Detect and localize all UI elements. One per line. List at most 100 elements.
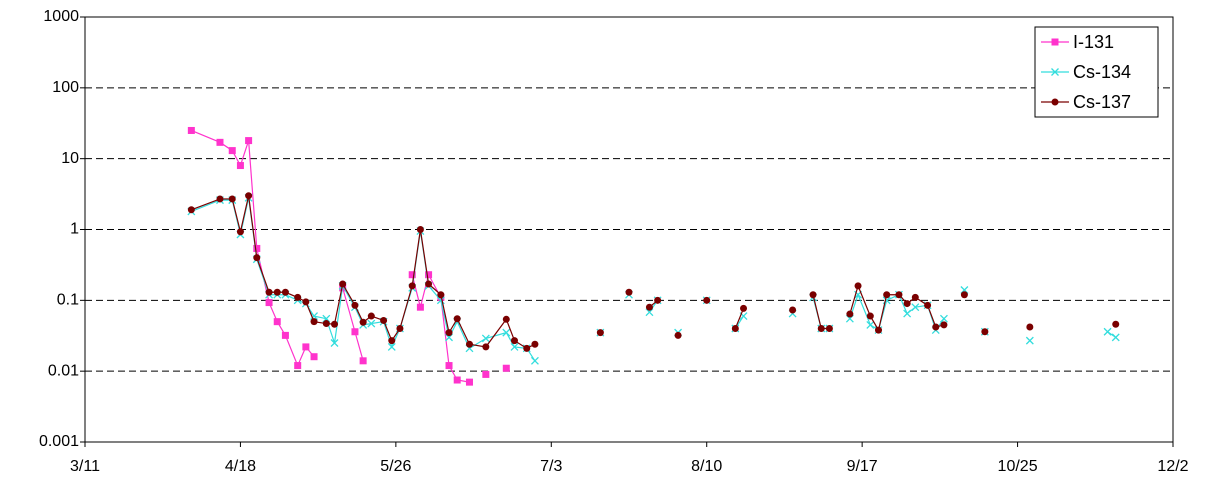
marker <box>187 206 195 214</box>
marker <box>339 280 347 288</box>
marker <box>924 301 932 309</box>
marker <box>940 321 948 329</box>
x-tick-label: 3/11 <box>70 458 100 475</box>
marker <box>731 325 739 333</box>
marker <box>253 244 261 252</box>
marker <box>465 378 473 386</box>
marker <box>359 357 367 365</box>
marker <box>330 339 339 347</box>
marker <box>236 228 244 236</box>
marker <box>465 340 473 348</box>
marker <box>245 137 253 145</box>
x-tick-label: 12/2 <box>1157 458 1188 475</box>
plot-frame <box>84 16 1174 443</box>
marker <box>625 288 633 296</box>
marker <box>228 195 236 203</box>
marker <box>359 318 367 326</box>
marker <box>425 280 433 288</box>
marker <box>846 310 854 318</box>
marker <box>265 299 273 307</box>
marker <box>523 344 531 352</box>
marker <box>854 282 862 290</box>
marker <box>530 356 539 365</box>
marker <box>502 315 510 323</box>
marker <box>645 303 653 311</box>
marker <box>596 329 604 337</box>
marker <box>1025 336 1034 345</box>
marker <box>228 147 236 155</box>
legend-label: Cs-134 <box>1073 62 1131 82</box>
marker <box>310 318 318 326</box>
marker <box>817 325 825 333</box>
marker <box>502 328 511 337</box>
marker <box>273 288 281 296</box>
marker <box>1103 327 1112 336</box>
marker <box>502 364 510 372</box>
marker <box>331 320 339 328</box>
marker <box>416 303 424 311</box>
marker <box>445 362 453 370</box>
x-tick-label: 10/25 <box>998 458 1038 475</box>
marker <box>789 306 797 314</box>
marker <box>351 328 359 336</box>
marker <box>1051 98 1059 106</box>
series-line <box>191 129 315 368</box>
marker <box>416 226 424 233</box>
y-tick-label: 0.001 <box>39 433 79 450</box>
marker <box>1026 323 1034 331</box>
marker <box>703 296 711 304</box>
marker <box>253 254 261 262</box>
marker <box>939 314 948 323</box>
marker <box>453 315 461 323</box>
marker <box>281 331 289 339</box>
marker <box>436 296 445 305</box>
marker <box>388 337 396 345</box>
marker <box>883 291 891 299</box>
series-line <box>734 308 745 329</box>
y-tick-label: 10 <box>61 150 79 167</box>
marker <box>294 362 302 370</box>
marker <box>674 331 682 339</box>
y-tick-label: 100 <box>52 79 79 96</box>
marker <box>408 282 416 290</box>
marker <box>322 320 330 328</box>
legend-label: I-131 <box>1073 32 1114 52</box>
marker <box>531 340 539 348</box>
marker <box>510 337 518 345</box>
marker <box>482 370 490 378</box>
marker <box>351 301 359 309</box>
marker <box>445 329 453 337</box>
marker <box>310 353 318 361</box>
marker <box>245 192 253 200</box>
marker <box>911 293 919 301</box>
y-tick-label: 0.1 <box>57 292 79 309</box>
y-tick-label: 1000 <box>43 8 79 25</box>
marker <box>302 343 310 351</box>
marker <box>310 312 319 321</box>
x-tick-label: 4/18 <box>225 458 256 475</box>
marker <box>425 271 433 279</box>
marker <box>740 304 748 312</box>
y-tick-label: 0.01 <box>48 362 79 379</box>
marker <box>302 298 310 306</box>
x-tick-label: 8/10 <box>691 458 722 475</box>
marker <box>645 308 654 317</box>
marker <box>875 326 883 334</box>
marker <box>367 312 375 320</box>
marker <box>903 300 911 308</box>
marker <box>216 195 224 203</box>
marker <box>654 296 662 304</box>
marker <box>281 288 289 296</box>
marker <box>866 320 875 329</box>
legend-label: Cs-137 <box>1073 92 1131 112</box>
marker <box>911 303 920 312</box>
marker <box>866 312 874 320</box>
marker <box>273 318 281 326</box>
marker <box>1051 68 1059 76</box>
x-tick-label: 9/17 <box>847 458 878 475</box>
marker <box>1051 38 1059 46</box>
x-tick-label: 5/26 <box>380 458 411 475</box>
marker <box>387 342 396 351</box>
marker <box>1111 333 1120 342</box>
